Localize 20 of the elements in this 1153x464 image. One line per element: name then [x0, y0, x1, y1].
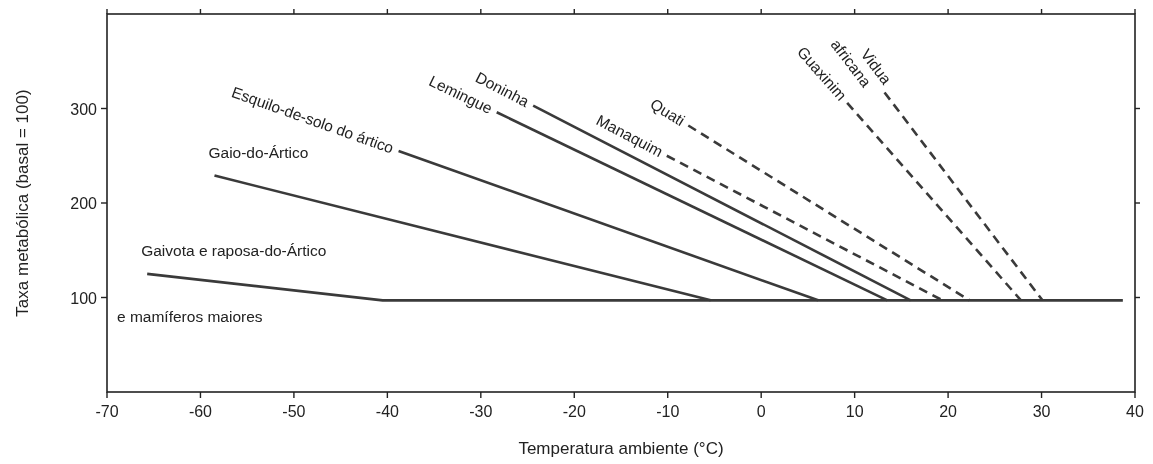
y-axis-title: Taxa metabólica (basal = 100): [13, 89, 32, 317]
y-tick-label: 200: [70, 195, 98, 212]
x-tick-label: 30: [1032, 403, 1051, 420]
x-tick-label: -50: [282, 403, 306, 420]
series-label: Gaio-do-Ártico: [208, 143, 309, 161]
x-tick-label: -70: [95, 403, 119, 420]
x-axis-title: Temperatura ambiente (°C): [518, 439, 724, 458]
x-tick-label: -20: [562, 403, 586, 420]
x-tick-label: -30: [469, 403, 493, 420]
x-tick-label: 0: [756, 403, 766, 420]
series-label: Gaivota e raposa-do-Ártico: [141, 241, 327, 259]
annotation: e mamíferos maiores: [117, 307, 263, 325]
x-tick-label: 20: [939, 403, 958, 420]
y-tick-label: 100: [70, 289, 98, 307]
x-tick-label: 40: [1126, 403, 1144, 420]
x-tick-label: -10: [656, 403, 680, 420]
x-tick-label: -60: [188, 403, 213, 420]
x-tick-label: 10: [845, 403, 864, 420]
y-tick-label: 300: [70, 100, 98, 118]
x-tick-label: -40: [375, 403, 400, 420]
